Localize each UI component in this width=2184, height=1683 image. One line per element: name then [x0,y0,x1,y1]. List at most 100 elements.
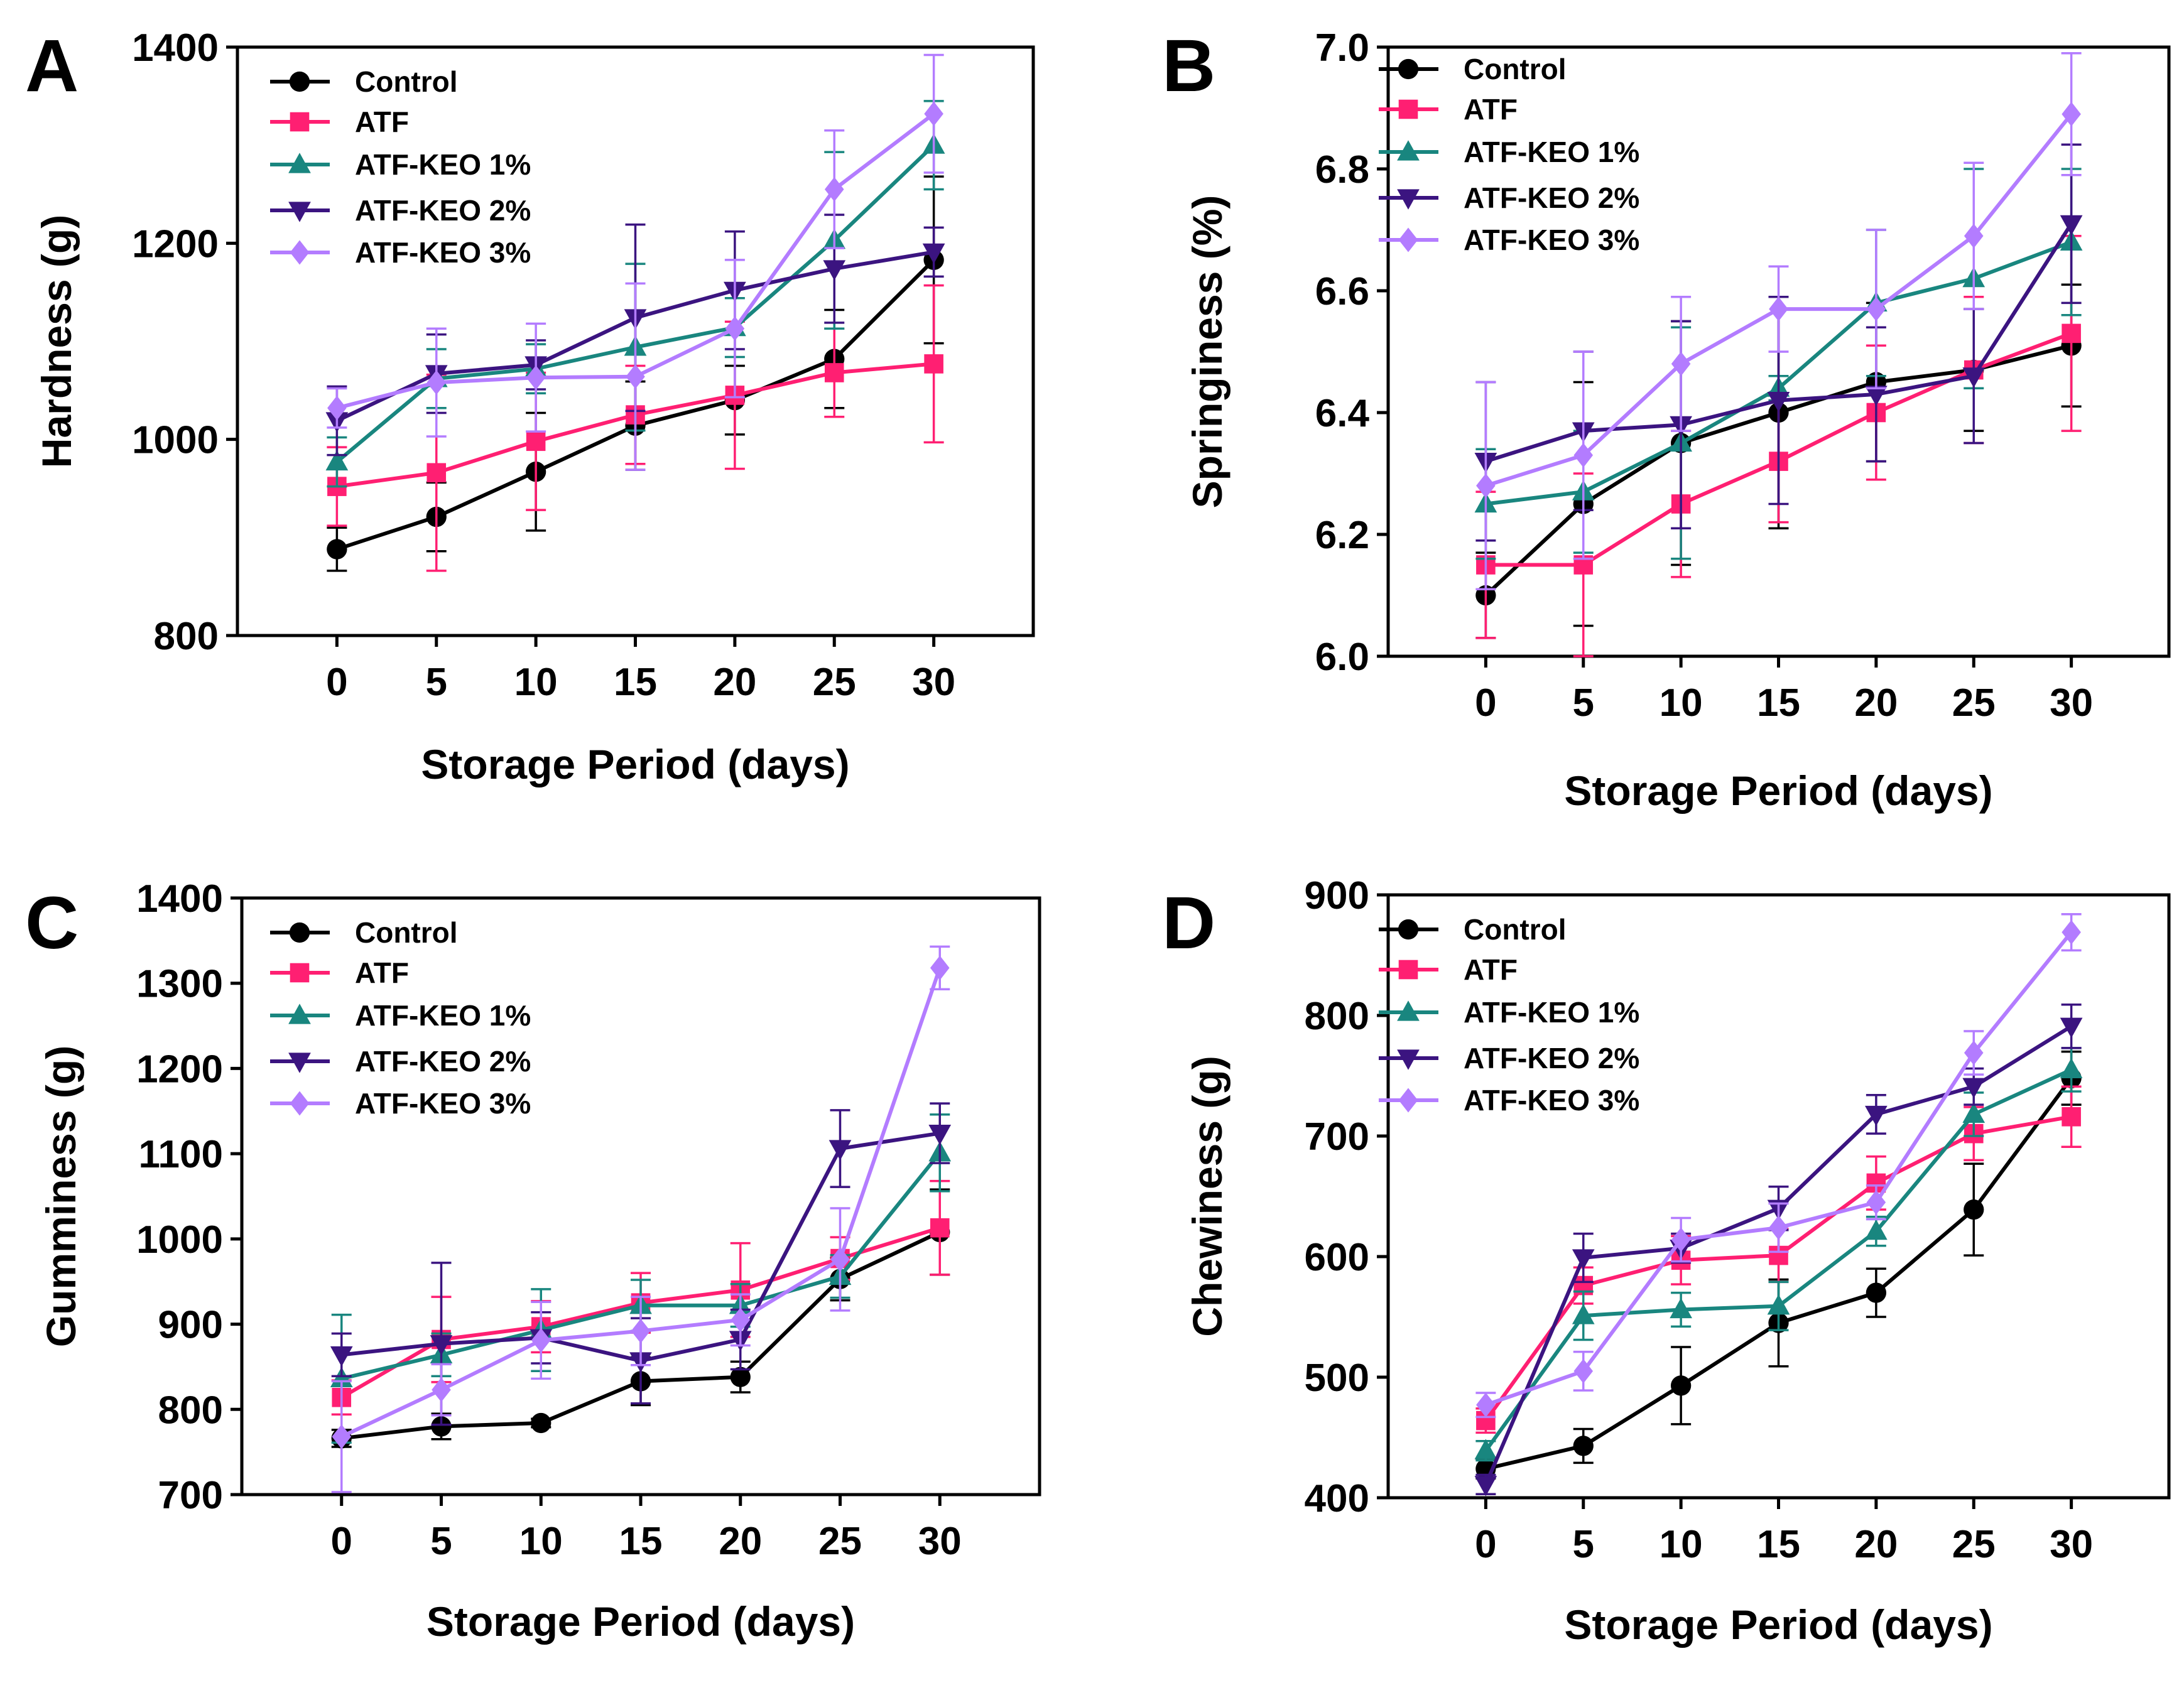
legend-label: ATF-KEO 2% [1464,181,1639,214]
legend: Control ATF ATF-KEO 1% ATF-KEO 2% ATF-KEO 3% [1379,53,1639,256]
x-tick-label: 15 [614,661,657,704]
legend-marker [1398,99,1418,119]
data-point [1572,1304,1595,1324]
legend-label: ATF-KEO 3% [1464,224,1639,256]
data-point [1962,367,1986,388]
x-tick-label: 15 [1757,681,1800,725]
x-tick-label: 10 [514,661,558,704]
legend-label: Control [355,65,458,98]
legend-marker [1398,58,1419,80]
chart-panel-a: A 800 1000 1200 1400 0 5 10 15 20 25 30 Storage Peri… [25,24,1035,787]
legend-label: ATF-KEO 3% [1464,1084,1639,1117]
data-point [2062,323,2081,344]
data-point [1573,443,1594,468]
data-point [1866,1282,1887,1303]
x-axis-title: Storage Period (days) [1564,767,1992,814]
data-point [1865,1219,1888,1240]
legend-label: Control [1464,53,1567,85]
legend-marker [1397,1000,1420,1021]
legend-marker [289,922,310,943]
y-axis-title: Chewiness (g) [1184,1056,1231,1336]
data-point [1962,1102,1986,1123]
data-point [1671,1227,1691,1252]
legend-marker [290,240,310,265]
y-tick-label: 6.2 [1315,514,1369,557]
legend-label: ATF-KEO 1% [355,999,531,1032]
x-tick-label: 30 [912,661,955,704]
legend-label: Control [355,916,458,949]
x-tick-label: 25 [1952,681,1996,725]
x-tick-label: 10 [519,1520,563,1563]
data-point [327,396,347,421]
y-tick-label: 6.4 [1315,392,1370,435]
data-point [626,364,645,389]
series-keo2 [330,1102,952,1426]
data-point [1964,1040,1984,1066]
data-point [1866,296,1886,322]
x-tick-label: 10 [1660,681,1703,725]
data-point [430,1335,453,1356]
x-tick-label: 25 [818,1520,862,1563]
data-point [924,101,943,126]
legend-label: ATF-KEO 2% [1464,1042,1639,1074]
y-tick-label: 6.6 [1315,270,1369,313]
x-tick-label: 0 [331,1520,352,1563]
legend-label: ATF [1464,93,1518,126]
y-tick-label: 800 [1305,995,1369,1038]
legend-marker [288,153,311,173]
data-point [928,1124,952,1145]
legend-marker [288,1053,311,1073]
x-tick-label: 0 [326,661,347,704]
data-point [1671,351,1691,376]
legend: Control ATF ATF-KEO 1% ATF-KEO 2% ATF-KEO 3% [270,916,531,1120]
data-point [531,1328,551,1353]
y-tick-label: 6.8 [1315,148,1369,192]
data-point [1767,1294,1790,1315]
data-point [1572,1249,1595,1270]
panel-label: A [25,24,79,107]
x-tick-label: 30 [918,1520,962,1563]
legend-marker [1397,140,1420,161]
data-point [631,1318,651,1343]
y-tick-label: 900 [1305,874,1369,917]
x-tick-label: 15 [1757,1523,1800,1566]
series-atf [1475,1085,2082,1434]
data-point [1962,1078,1986,1098]
x-tick-label: 30 [2050,681,2093,725]
data-point [426,463,447,483]
data-point [426,370,447,395]
x-tick-label: 20 [1854,1523,1898,1566]
y-tick-label: 1000 [136,1218,223,1262]
x-tick-label: 25 [1952,1523,1996,1566]
series-keo3 [1475,912,2082,1419]
x-tick-label: 25 [813,661,856,704]
data-point [2062,1107,2081,1127]
x-tick-label: 5 [426,661,447,704]
series-keo3 [1475,51,2082,591]
data-point [1476,1392,1496,1417]
x-axis-title: Storage Period (days) [426,1598,855,1645]
panel-label: C [25,882,79,965]
data-point [930,955,950,980]
legend-marker [1398,1088,1418,1113]
data-point [2060,1058,2083,1078]
y-tick-label: 1100 [138,1133,223,1176]
data-point [1964,1199,1984,1220]
chart-panel-d: D 400 500 600 700 800 900 0 5 10 15 20 25 30 Storage P… [1162,874,2171,1648]
y-tick-label: 1400 [136,877,223,921]
data-point [531,1412,551,1434]
data-point [1964,224,1984,249]
series-keo3 [327,53,944,471]
y-tick-label: 900 [158,1304,223,1347]
y-tick-label: 700 [1305,1115,1369,1159]
legend-marker [1398,960,1418,980]
legend: Control ATF ATF-KEO 1% ATF-KEO 2% ATF-KEO 3% [270,65,531,269]
legend-marker [289,71,310,92]
data-point [2060,1017,2083,1038]
data-point [829,1140,852,1161]
panel-label: B [1162,24,1215,107]
data-point [1476,473,1496,498]
data-point [930,1218,950,1238]
x-tick-label: 0 [1475,681,1496,725]
data-point [2060,215,2083,235]
